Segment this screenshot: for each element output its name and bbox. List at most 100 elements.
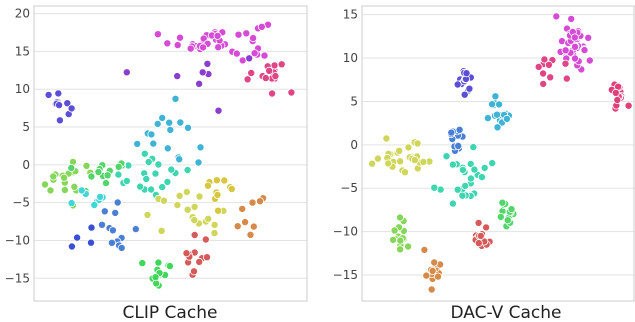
clip-cache-point [186,44,195,53]
clip-cache-point [149,139,158,148]
clip-cache-point [138,259,147,268]
dac-v-cache-y-tick-label: −15 [333,268,358,282]
clip-cache-point [189,267,198,276]
clip-cache-point [113,198,122,207]
clip-cache-point [136,182,145,191]
clip-cache-point [159,196,168,205]
clip-cache-point [287,88,296,97]
dac-v-cache-point [448,160,457,169]
clip-cache-point [114,170,123,179]
clip-cache-point [234,30,243,39]
clip-cache-point [183,123,192,132]
clip-cache-point [261,74,270,83]
clip-cache-point [144,157,153,166]
clip-cache-point [238,204,247,213]
dac-v-cache-point [453,80,462,89]
dac-v-cache-point [567,14,576,23]
dac-v-cache-point [433,272,442,281]
clip-cache-point [202,253,211,262]
clip-cache-point [243,75,252,84]
clip-cache-y-tick-label: 10 [15,82,30,96]
clip-cache-point [195,257,204,266]
clip-cache-y-tick-label: 0 [22,158,30,172]
clip-cache-point [210,229,219,238]
clip-cache-y-ticks: −15 −10 −5 0 5 10 15 20 [5,7,30,286]
dac-v-cache-point [410,156,419,165]
clip-cache-point [175,191,184,200]
dac-v-cache-point [611,88,620,97]
clip-cache-point [151,273,160,282]
clip-cache-point [183,165,192,174]
clip-cache-point [67,199,76,208]
clip-cache-point [213,31,222,40]
dac-v-cache-point [400,168,409,177]
dac-v-cache-point [546,73,555,82]
clip-cache-point [173,200,182,209]
clip-cache-point [131,225,140,234]
dac-v-cache-y-tick-label: −5 [340,181,358,195]
clip-cache-point [67,242,76,251]
clip-cache-point [182,187,191,196]
dac-v-cache-point [382,134,391,143]
clip-cache-point [158,113,167,122]
dac-v-cache-point [624,101,633,110]
clip-cache-point [241,218,250,227]
dac-v-cache-point [474,218,483,227]
dac-v-cache-frame [361,5,635,302]
dac-v-cache-point [492,110,501,119]
dac-v-cache-point [413,139,422,148]
dac-v-cache-point [507,205,516,214]
clip-cache-point [143,210,152,219]
clip-cache-point [249,222,258,231]
clip-cache-point [270,61,279,70]
dac-v-cache-point [465,84,474,93]
clip-cache-point [87,223,96,232]
clip-cache-y-tick-label: 15 [15,44,30,58]
clip-cache-point [114,162,123,171]
clip-cache-title: CLIP Cache [123,303,218,322]
clip-cache-point [87,172,96,181]
dac-v-cache-point [480,163,489,172]
dac-v-cache-point [488,100,497,109]
dac-v-cache-point [561,59,570,68]
dac-v-cache-point [427,285,436,294]
dac-v-cache-point [534,62,543,71]
dac-v-cache-point [453,185,462,194]
clip-cache-point [204,214,213,223]
dac-v-cache-y-ticks: −15 −10 −5 0 5 10 15 [333,8,358,282]
dac-v-cache-point [496,212,505,221]
clip-cache-point [55,116,64,125]
clip-cache-point [87,238,96,247]
clip-cache-point [248,198,257,207]
clip-cache-point [199,43,208,52]
clip-cache-point [166,125,175,134]
dac-v-cache-point [491,92,500,101]
clip-cache-point [246,230,255,239]
dac-v-cache-point [552,12,561,21]
dac-v-cache-point [404,143,413,152]
dac-v-cache-point [454,141,463,150]
dac-v-cache-point [462,69,471,78]
clip-cache-point [90,200,99,209]
clip-cache-point [171,94,180,103]
dac-v-cache-point [544,60,553,69]
dac-v-cache-panel: −15 −10 −5 0 5 10 15 DAC-V Cache [333,5,635,322]
dac-v-cache-point [455,125,464,134]
clip-cache-point [163,39,172,48]
dac-v-cache-y-tick-label: 10 [343,51,358,65]
clip-cache-point [154,160,163,169]
clip-cache-point [271,72,280,81]
clip-cache-point [277,60,286,69]
dac-v-cache-point [458,191,467,200]
clip-cache-point [195,192,204,201]
dac-v-cache-point [461,181,470,190]
clip-cache-point [233,222,242,231]
dac-v-cache-point [470,165,479,174]
clip-cache-point [203,59,212,68]
dac-v-cache-point [395,213,404,222]
dac-v-cache-y-tick-label: 5 [350,94,358,108]
dac-v-cache-point [458,165,467,174]
clip-cache-point [60,185,69,194]
clip-cache-point [190,230,199,239]
